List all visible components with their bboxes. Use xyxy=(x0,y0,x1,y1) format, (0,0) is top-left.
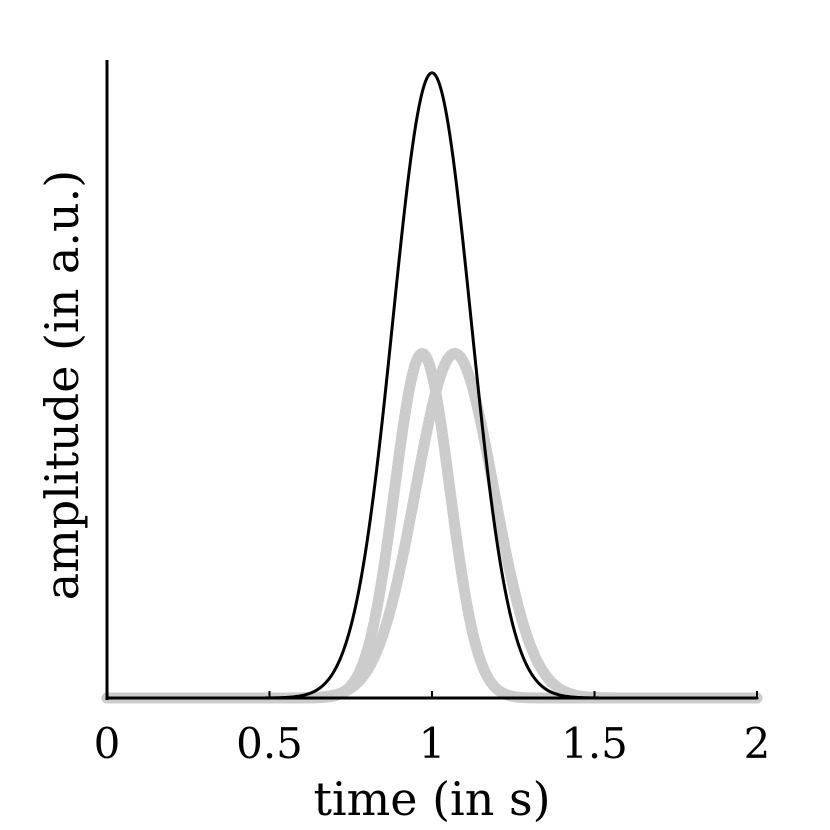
x-tick-label: 1.5 xyxy=(561,719,628,768)
series-layer xyxy=(101,71,763,704)
x-tick-layer: 0 0.5 1 1.5 2 xyxy=(94,691,771,768)
x-tick-label: 0 xyxy=(94,719,121,768)
x-tick-label: 2 xyxy=(744,719,771,768)
series-line-3 xyxy=(101,347,763,704)
x-tick-label: 0.5 xyxy=(236,719,303,768)
x-tick-label: 1 xyxy=(419,719,446,768)
y-axis-label: amplitude (in a.u.) xyxy=(35,170,89,600)
x-axis-label: time (in s) xyxy=(313,772,550,826)
